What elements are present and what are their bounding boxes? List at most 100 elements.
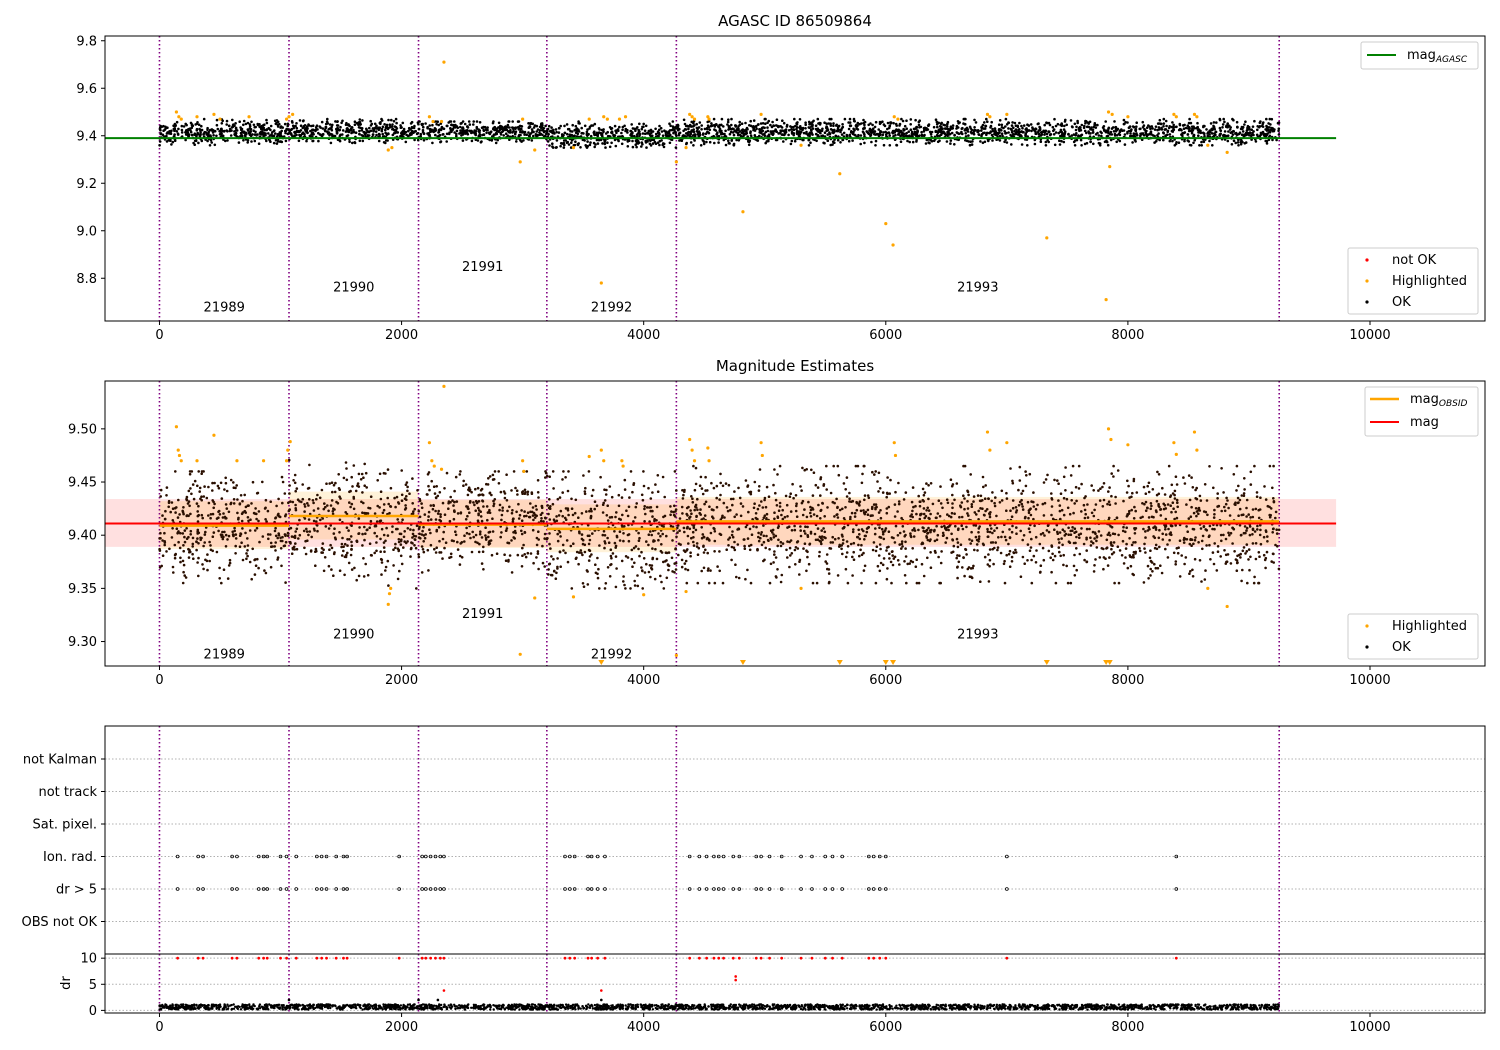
- data-point-ok: [249, 127, 253, 131]
- data-point-ok: [700, 124, 703, 127]
- data-point-ok: [875, 133, 879, 136]
- data-point-ok: [181, 509, 184, 513]
- data-point-ok: [218, 130, 221, 133]
- data-point-ok: [549, 505, 552, 508]
- data-point-ok: [1172, 123, 1175, 127]
- data-point-ok: [736, 543, 740, 546]
- data-point-ok: [449, 129, 453, 132]
- data-point-ok: [570, 141, 573, 144]
- data-point-ok: [476, 139, 480, 142]
- data-point-ok: [809, 141, 812, 144]
- data-point-ok: [586, 144, 589, 148]
- data-point-ok: [397, 502, 401, 505]
- data-point-ok: [197, 513, 200, 517]
- data-point-ok: [447, 507, 450, 511]
- data-point-ok: [402, 127, 406, 131]
- data-point-ok: [478, 532, 482, 536]
- data-point-ok: [1089, 127, 1092, 131]
- data-point-ok: [199, 128, 203, 132]
- data-point-ok: [277, 512, 280, 516]
- data-point-ok: [888, 144, 892, 147]
- data-point-ok: [373, 531, 377, 535]
- data-point-ok: [1105, 139, 1108, 143]
- data-point-ok: [244, 505, 248, 509]
- data-point-ok: [850, 130, 853, 133]
- data-point-ok: [188, 472, 192, 476]
- data-point-ok: [1237, 144, 1240, 147]
- data-point-ok: [764, 141, 767, 145]
- data-point-ok: [427, 484, 430, 488]
- data-point-ok: [879, 133, 882, 137]
- data-point-ok: [1080, 482, 1083, 486]
- data-point-ok: [637, 531, 640, 535]
- data-point-ok: [795, 126, 799, 129]
- data-point-ok: [417, 555, 421, 559]
- data-point-ok: [637, 539, 641, 542]
- data-point-ok: [196, 561, 199, 564]
- data-point-ok: [530, 139, 534, 142]
- data-point-ok: [203, 533, 207, 536]
- data-point-ok: [299, 129, 303, 132]
- data-point-ok: [477, 493, 481, 497]
- data-point-ok: [542, 130, 546, 134]
- data-point-ok: [467, 120, 471, 123]
- data-point-ok: [1222, 117, 1225, 121]
- data-point-ok: [350, 544, 354, 547]
- data-point-ok: [862, 118, 865, 122]
- data-point-ok: [280, 129, 284, 133]
- data-point-ok: [927, 124, 930, 127]
- data-point-ok: [1215, 121, 1218, 124]
- data-point-ok: [1013, 121, 1017, 125]
- data-point-ok: [294, 489, 298, 493]
- data-point-ok: [189, 550, 192, 554]
- data-point-ok: [960, 132, 963, 135]
- data-point-ok: [206, 139, 209, 143]
- data-point-ok: [201, 516, 204, 520]
- data-point-highlighted: [985, 112, 990, 116]
- data-point-ok: [284, 534, 287, 538]
- data-point-ok: [608, 485, 612, 488]
- data-point-ok: [629, 587, 632, 590]
- data-point-ok: [379, 490, 383, 494]
- data-point-ok: [1182, 541, 1186, 544]
- data-point-ok: [470, 139, 474, 143]
- data-point-ok: [432, 503, 435, 507]
- data-point-ok: [685, 124, 689, 128]
- data-point-ok: [225, 517, 228, 520]
- data-point-ok: [217, 516, 220, 519]
- data-point-ok: [344, 130, 348, 133]
- data-point-ok: [777, 125, 780, 129]
- data-point-ok: [532, 134, 535, 138]
- data-point-ok: [158, 140, 162, 143]
- data-point-ok: [1218, 126, 1222, 130]
- data-point-ok: [497, 130, 500, 133]
- data-point-ok: [231, 118, 234, 122]
- data-point-ok: [664, 551, 668, 554]
- data-point-ok: [432, 128, 436, 132]
- data-point-ok: [717, 141, 720, 144]
- data-point-ok: [304, 552, 308, 556]
- data-point-ok: [294, 542, 297, 545]
- data-point-ok: [1226, 139, 1230, 143]
- data-point-ok: [1052, 128, 1056, 131]
- data-point-ok: [660, 524, 664, 527]
- data-point-ok: [363, 525, 366, 529]
- data-point-ok: [220, 497, 224, 500]
- data-point-ok: [689, 141, 693, 144]
- data-point-ok: [232, 486, 236, 490]
- data-point-ok: [522, 543, 525, 547]
- data-point-ok: [1063, 130, 1067, 133]
- data-point-ok: [534, 133, 538, 136]
- data-point-ok: [641, 132, 645, 135]
- data-point-ok: [547, 512, 550, 516]
- data-point-ok: [1183, 123, 1186, 127]
- data-point-ok: [290, 552, 294, 555]
- data-point-ok: [863, 564, 867, 568]
- data-point-ok: [662, 145, 666, 149]
- data-point-ok: [361, 544, 364, 547]
- data-point-ok: [1010, 143, 1013, 146]
- data-point-ok: [985, 133, 988, 137]
- data-point-ok: [224, 533, 228, 537]
- data-point-ok: [950, 131, 954, 135]
- data-point-ok: [594, 571, 598, 575]
